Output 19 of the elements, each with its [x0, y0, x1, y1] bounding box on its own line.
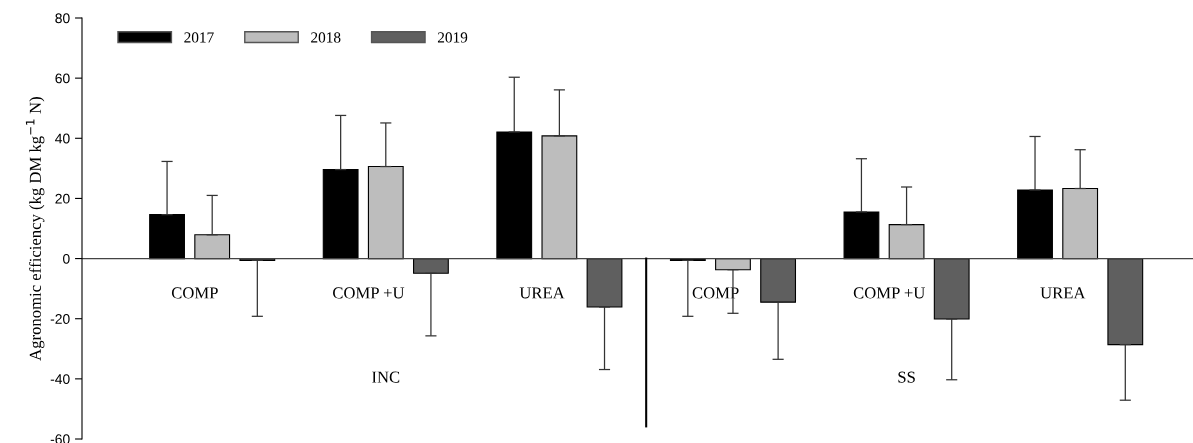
- y-tick-label: -20: [50, 314, 70, 324]
- y-tick-label: 40: [55, 133, 70, 144]
- legend-label: 2017: [184, 32, 214, 43]
- y-tick-label: 0: [63, 253, 70, 264]
- x-tick-label: COMP: [171, 287, 218, 299]
- y-axis-title: Agronomic efficiency (kg DM kg$^{−1}$ N): [25, 97, 45, 361]
- y-tick-label: 60: [55, 73, 70, 84]
- legend-label: 2018: [311, 32, 341, 43]
- annotation: SS: [898, 371, 915, 383]
- legend-label: 2019: [437, 32, 468, 43]
- y-tick-label: 80: [55, 13, 70, 24]
- x-tick-label: UREA: [1040, 287, 1086, 299]
- x-tick-label: COMP: [692, 287, 739, 299]
- y-tick-label: 20: [55, 193, 70, 204]
- annotation: INC: [372, 371, 400, 383]
- x-tick-label: COMP +U: [333, 287, 405, 299]
- y-tick-label: -40: [50, 374, 70, 385]
- x-tick-label: UREA: [519, 287, 565, 299]
- x-tick-label: COMP +U: [853, 287, 925, 299]
